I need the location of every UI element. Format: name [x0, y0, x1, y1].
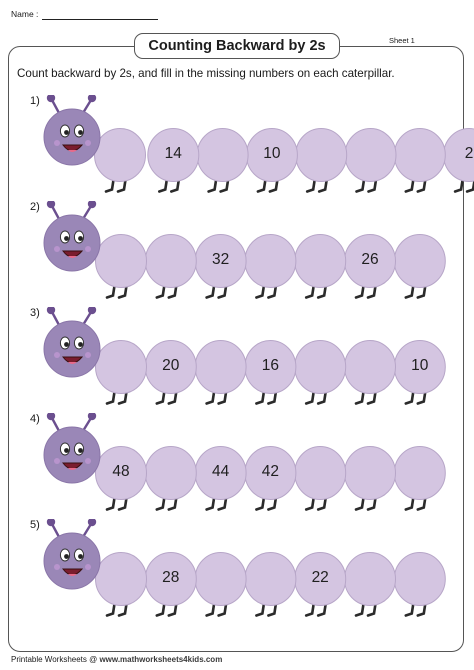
- name-label: Name :: [11, 9, 39, 19]
- segment-number: 14: [164, 145, 182, 162]
- body-segment: [95, 234, 147, 299]
- body-segment: [144, 552, 197, 617]
- body-segment: [144, 340, 197, 405]
- body-segment: [393, 552, 446, 617]
- body-segment: [94, 128, 146, 193]
- caterpillar-2: 2) 26 32: [0, 201, 474, 309]
- body-segment: [294, 234, 347, 299]
- body-segment: [95, 340, 147, 405]
- segment-number: 44: [211, 463, 230, 480]
- footer-url: www.mathworksheets4kids.com: [99, 655, 223, 664]
- body-segment: [95, 552, 147, 617]
- segment-number: 10: [263, 145, 281, 162]
- body-segment: [196, 128, 249, 193]
- sheet-label: Sheet 1: [389, 36, 415, 45]
- caterpillar-5: 5) 22 28: [0, 519, 474, 627]
- caterpillar-head-icon: [43, 519, 101, 590]
- body-segment: [393, 128, 446, 193]
- caterpillar-head-icon: [43, 413, 101, 484]
- instructions: Count backward by 2s, and fill in the mi…: [17, 67, 395, 80]
- body-segment: [95, 446, 147, 511]
- segment-number: 48: [112, 463, 130, 480]
- segment-number: 32: [211, 251, 230, 268]
- problem-number: 4): [30, 413, 40, 425]
- problem-number: 3): [30, 307, 40, 319]
- title-text: Counting Backward by 2s: [148, 38, 326, 54]
- name-line: [42, 19, 158, 20]
- body-segment: [295, 128, 348, 193]
- worksheet-title: Counting Backward by 2s: [134, 33, 340, 59]
- caterpillar-1: 1) 2 10 14: [0, 95, 474, 203]
- segment-number: 10: [411, 357, 429, 374]
- caterpillar-illustration: [43, 519, 446, 617]
- caterpillar-head-icon: [43, 307, 101, 378]
- body-segment: [393, 446, 446, 511]
- segment-number: 2: [464, 145, 474, 162]
- caterpillar-illustration: [43, 413, 446, 511]
- caterpillar-head-icon: [43, 201, 101, 272]
- body-segment: [144, 446, 197, 511]
- segment-number: 42: [261, 463, 280, 480]
- body-segment: [344, 446, 396, 511]
- body-segment: [244, 340, 297, 405]
- segment-number: 22: [311, 569, 329, 586]
- body-segment: [194, 340, 247, 405]
- body-segment: [294, 446, 347, 511]
- caterpillar-4: 4) 42 44 48: [0, 413, 474, 521]
- body-segment: [344, 128, 397, 193]
- body-segment: [344, 340, 396, 405]
- caterpillar-illustration: [43, 201, 446, 299]
- footer: Printable Worksheets @ www.mathworksheet…: [11, 655, 222, 664]
- body-segment: [344, 552, 396, 617]
- body-segment: [294, 340, 347, 405]
- segment-number: 20: [162, 357, 180, 374]
- problem-number: 1): [30, 95, 40, 107]
- caterpillar-head-icon: [43, 95, 101, 166]
- body-segment: [244, 552, 297, 617]
- problem-number: 5): [30, 519, 40, 531]
- segment-number: 28: [162, 569, 180, 586]
- caterpillar-illustration: [43, 307, 446, 405]
- body-segment: [194, 552, 247, 617]
- caterpillar-3: 3) 10 16 20: [0, 307, 474, 415]
- caterpillar-illustration: [43, 95, 474, 193]
- body-segment: [393, 340, 446, 405]
- problem-number: 2): [30, 201, 40, 213]
- body-segment: [144, 234, 197, 299]
- segment-number: 26: [361, 251, 379, 268]
- body-segment: [244, 234, 297, 299]
- segment-number: 16: [261, 357, 280, 374]
- body-segment: [393, 234, 446, 299]
- footer-prefix: Printable Worksheets @: [11, 655, 100, 664]
- body-segment: [147, 128, 200, 193]
